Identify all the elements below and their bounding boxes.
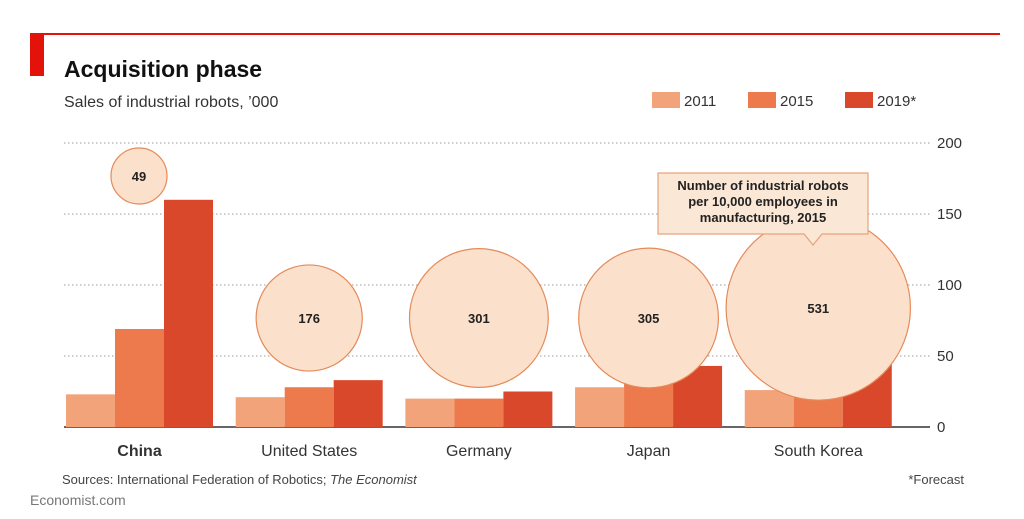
brand-accent-bar: [30, 34, 44, 76]
callout: Number of industrial robots per 10,000 e…: [657, 172, 869, 246]
density-bubble: [408, 248, 549, 388]
x-axis-labels: China United States Germany Japan South Kore…: [117, 443, 863, 460]
bar-2011-united-states: [235, 397, 285, 427]
sources-italic: The Economist: [330, 472, 418, 487]
legend-label: 2011: [684, 93, 716, 110]
bar-2011-germany: [405, 398, 455, 427]
x-tick-label: Germany: [446, 443, 512, 460]
callout-line-3: manufacturing, 2015: [700, 210, 826, 225]
chart-subtitle: Sales of industrial robots, ’000: [64, 94, 278, 111]
bar-2011-japan: [575, 387, 625, 427]
y-tick-label: 100: [937, 277, 962, 294]
callout-line-1: Number of industrial robots: [677, 178, 848, 193]
bar-2019-china: [164, 199, 213, 427]
forecast-note: *Forecast: [908, 472, 964, 487]
bar-2015-united-states: [284, 387, 334, 427]
density-bubble: [578, 247, 720, 389]
x-tick-label: United States: [261, 443, 357, 460]
density-bubble-label: 305: [638, 311, 660, 326]
legend-swatch-2019: [845, 92, 873, 108]
density-bubble: [255, 264, 363, 372]
y-tick-label: 200: [937, 135, 962, 152]
legend-swatch-2015: [748, 92, 776, 108]
density-bubble-label: 176: [298, 311, 320, 326]
legend-label: 2019*: [877, 93, 916, 110]
legend-swatch-2011: [652, 92, 680, 108]
x-tick-label: Japan: [627, 443, 671, 460]
chart-title: Acquisition phase: [64, 56, 262, 82]
sources-note: Sources: International Federation of Rob…: [62, 472, 418, 487]
x-tick-label: China: [117, 443, 162, 460]
callout-box: [657, 172, 869, 246]
density-bubble-label: 301: [468, 311, 490, 326]
bar-2015-germany: [454, 398, 504, 427]
bar-2011-south-korea: [744, 390, 794, 427]
bar-2015-china: [115, 329, 164, 427]
density-bubbles: 49 176 301 305 531: [110, 147, 912, 401]
y-tick-label: 150: [937, 206, 962, 223]
x-tick-label: South Korea: [774, 443, 863, 460]
density-bubble-label: 531: [807, 301, 829, 316]
bar-2019-germany: [503, 391, 553, 427]
callout-line-2: per 10,000 employees in: [688, 194, 838, 209]
bar-2019-united-states: [333, 380, 383, 427]
density-bubble: [110, 147, 168, 205]
density-bubble-label: 49: [132, 169, 146, 184]
legend-label: 2015: [780, 93, 813, 110]
y-tick-label: 0: [937, 419, 945, 436]
legend: 2011 2015 2019*: [652, 92, 916, 110]
y-tick-label: 50: [937, 348, 954, 365]
sources-prefix: Sources: International Federation of Rob…: [62, 472, 330, 487]
brand-url: Economist.com: [30, 492, 126, 508]
bar-2011-china: [66, 394, 115, 427]
